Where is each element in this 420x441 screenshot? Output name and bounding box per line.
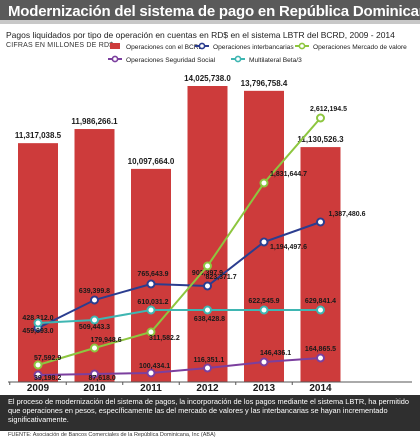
point-label-operaciones-seguridad-social-2011: 100,434.1 (139, 363, 170, 370)
bar-2012 (187, 86, 228, 382)
point-label-operaciones-mercado-de-valore-2014: 2,612,194.5 (310, 106, 347, 113)
point-multilateral-beta-3-2013 (259, 305, 269, 315)
title-bar: Modernización del sistema de pago en Rep… (0, 0, 420, 24)
point-multilateral-beta-3-2014 (316, 305, 325, 315)
point-operaciones-seguridad-social-2012 (203, 363, 212, 373)
point-label-operaciones-seguridad-social-2010: 87,618.0 (89, 375, 116, 382)
point-label-multilateral-beta-3-2010: 509,443.3 (79, 324, 110, 331)
units-label: CIFRAS EN MILLONES DE RD$ (6, 42, 114, 49)
point-operaciones-interbancarias-2010 (90, 295, 99, 305)
legend-label-4: Multilateral Beta/3 (249, 57, 302, 64)
chart-title: Modernización del sistema de pago en Rep… (8, 3, 420, 20)
bar-2014 (300, 147, 341, 382)
x-tick-label-2014: 2014 (309, 383, 332, 394)
point-operaciones-seguridad-social-2014 (316, 353, 325, 363)
point-operaciones-interbancarias-2012 (203, 281, 212, 291)
legend-marker-3 (111, 55, 119, 63)
bar-label-2010: 11,986,266.1 (71, 117, 118, 126)
point-operaciones-mercado-de-valore-2009 (33, 360, 43, 370)
point-label-multilateral-beta-3-2012: 638,428.8 (194, 316, 225, 323)
point-multilateral-beta-3-2012 (203, 305, 212, 315)
point-label-operaciones-seguridad-social-2014: 164,865.5 (305, 346, 336, 353)
x-tick-label-2009: 2009 (27, 383, 50, 394)
line-operaciones-seguridad-social (37, 357, 321, 376)
bar-label-2013: 13,796,758.4 (241, 79, 288, 88)
point-label-operaciones-mercado-de-valore-2013: 1,831,644.7 (270, 171, 307, 178)
source-label: FUENTE: Asociación de Bancos Comerciales… (8, 432, 216, 438)
point-label-operaciones-seguridad-social-2012: 116,351.1 (194, 357, 225, 364)
x-tick-label-2012: 2012 (196, 383, 219, 394)
point-multilateral-beta-3-2011 (146, 305, 156, 315)
point-label-operaciones-interbancarias-2010: 639,399.8 (79, 288, 110, 295)
x-tick-label-2013: 2013 (253, 383, 276, 394)
point-label-operaciones-mercado-de-valore-2012: 823,371.7 (206, 274, 237, 281)
point-label-operaciones-mercado-de-valore-2011: 311,582.2 (149, 335, 180, 342)
point-label-operaciones-interbancarias-2009: 428,312.0 (22, 315, 53, 322)
point-operaciones-seguridad-social-2013 (259, 357, 269, 367)
point-label-multilateral-beta-3-2014: 629,841.4 (305, 298, 336, 305)
bar-2011 (131, 168, 171, 382)
point-label-multilateral-beta-3-2009: 459,893.0 (22, 328, 53, 335)
point-label-operaciones-interbancarias-2014: 1,387,480.6 (329, 211, 366, 218)
point-label-operaciones-mercado-de-valore-2009: 57,592.9 (34, 355, 61, 362)
note-text: El proceso de modernización del sistema … (8, 397, 409, 424)
legend-marker-4 (234, 55, 242, 63)
legend-marker-2 (298, 42, 306, 50)
note-box: El proceso de modernización del sistema … (0, 395, 420, 431)
point-operaciones-mercado-de-valore-2012 (203, 261, 212, 271)
point-label-multilateral-beta-3-2011: 610,031.2 (137, 299, 168, 306)
point-operaciones-interbancarias-2011 (146, 279, 156, 289)
point-multilateral-beta-3-2009 (33, 318, 43, 328)
point-operaciones-mercado-de-valore-2013 (259, 178, 269, 188)
legend-swatch-0 (110, 43, 120, 49)
point-label-operaciones-seguridad-social-2009: 39,198.2 (34, 375, 61, 382)
point-label-operaciones-interbancarias-2013: 1,194,497.6 (270, 244, 307, 251)
line-multilateral-beta-3 (37, 309, 321, 324)
point-label-operaciones-mercado-de-valore-2010: 179,948.6 (91, 337, 122, 344)
point-operaciones-seguridad-social-2011 (146, 368, 156, 378)
chart-subtitle: Pagos liquidados por tipo de operación e… (6, 30, 395, 40)
point-operaciones-interbancarias-2013 (259, 237, 269, 247)
bar-2010 (74, 129, 115, 382)
bar-label-2009: 11,317,038.5 (15, 131, 62, 140)
point-operaciones-mercado-de-valore-2014 (316, 113, 325, 123)
point-label-multilateral-beta-3-2013: 622,545.9 (248, 298, 279, 305)
point-label-operaciones-interbancarias-2012: 903,397.9 (192, 270, 223, 277)
point-label-operaciones-seguridad-social-2013: 146,436.1 (260, 350, 291, 357)
point-operaciones-mercado-de-valore-2011 (146, 327, 156, 337)
legend-label-1: Operaciones interbancarias (213, 44, 294, 51)
line-operaciones-mercado-de-valore (37, 117, 322, 366)
point-operaciones-mercado-de-valore-2010 (90, 343, 99, 353)
bar-label-2014: 11,130,526.3 (297, 135, 344, 144)
point-multilateral-beta-3-2010 (90, 315, 99, 325)
line-operaciones-interbancarias (37, 221, 321, 329)
legend-label-0: Operaciones con el BCRD (126, 44, 204, 51)
x-tick-label-2010: 2010 (83, 383, 106, 394)
x-tick-label-2011: 2011 (140, 383, 162, 394)
bar-label-2011: 10,097,664.0 (128, 157, 175, 166)
point-label-operaciones-interbancarias-2011: 765,643.9 (137, 271, 168, 278)
legend-label-2: Operaciones Mercado de valore (313, 44, 407, 51)
point-operaciones-seguridad-social-2009 (33, 370, 43, 380)
legend-label-3: Operaciones Seguridad Social (126, 57, 216, 64)
legend-marker-1 (198, 42, 206, 50)
bar-label-2012: 14,025,738.0 (184, 74, 231, 83)
bar-2009 (18, 143, 58, 382)
point-operaciones-seguridad-social-2010 (90, 369, 99, 379)
point-operaciones-interbancarias-2014 (316, 217, 325, 227)
